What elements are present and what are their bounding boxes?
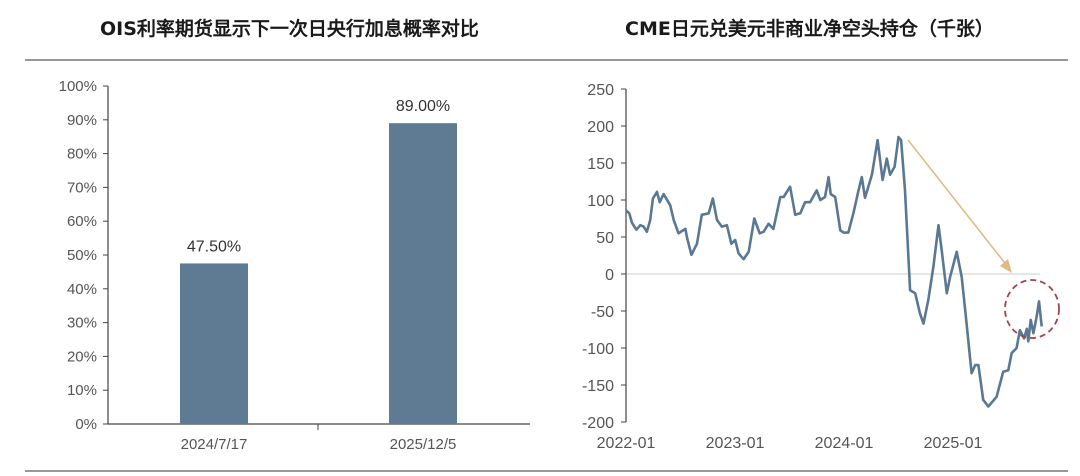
right-chart-title: CME日元兑美元非商业净空头持仓（千张） [625,18,994,40]
data-label: 89.00% [396,98,450,115]
left-chart-title: OIS利率期货显示下一次日央行加息概率对比 [100,18,479,40]
y-tick-label: 80% [67,146,97,163]
y-tick-label: 20% [67,348,97,365]
y-tick-label: 50% [67,247,97,264]
y-tick-label: 0 [605,267,614,284]
y-tick-label: 0% [75,416,97,433]
x-tick-label: 2023-01 [706,435,765,452]
bar [180,263,248,424]
y-tick-label: 100% [59,78,97,95]
y-tick-label: 10% [67,382,97,399]
y-tick-label: 50 [596,230,614,247]
y-tick-label: 60% [67,213,97,230]
x-tick-label: 2024-01 [815,435,874,452]
y-tick-label: 100 [587,193,614,210]
data-label: 47.50% [187,238,241,255]
y-tick-label: 250 [587,82,614,99]
x-tick-label: 2022-01 [597,435,656,452]
y-tick-label: 90% [67,112,97,129]
series-line [625,135,1043,408]
y-tick-label: -50 [591,304,614,321]
y-tick-label: -150 [582,378,614,395]
y-tick-label: 30% [67,315,97,332]
y-tick-label: 40% [67,281,97,298]
bar [389,123,457,425]
y-tick-label: -100 [582,341,614,358]
x-tick-label: 2025-01 [924,435,983,452]
y-tick-label: 200 [587,119,614,136]
x-tick-label: 2025/12/5 [390,436,457,453]
x-tick-label: 2024/7/17 [181,436,248,453]
bar-chart: 0% 10% 20% 30% 40% 50% 60% 70% 80% 90% 100% 47.50% 2… [59,78,530,453]
highlight-circle [1004,279,1060,339]
line-chart: 250 200 150 100 50 0 -50 -100 -150 -200 2022-01 202… [582,82,1060,452]
y-tick-label: 70% [67,179,97,196]
arrow-head-icon [1000,259,1012,273]
y-tick-label: 150 [587,156,614,173]
y-tick-label: -200 [582,415,614,432]
trend-arrow [907,139,1009,268]
